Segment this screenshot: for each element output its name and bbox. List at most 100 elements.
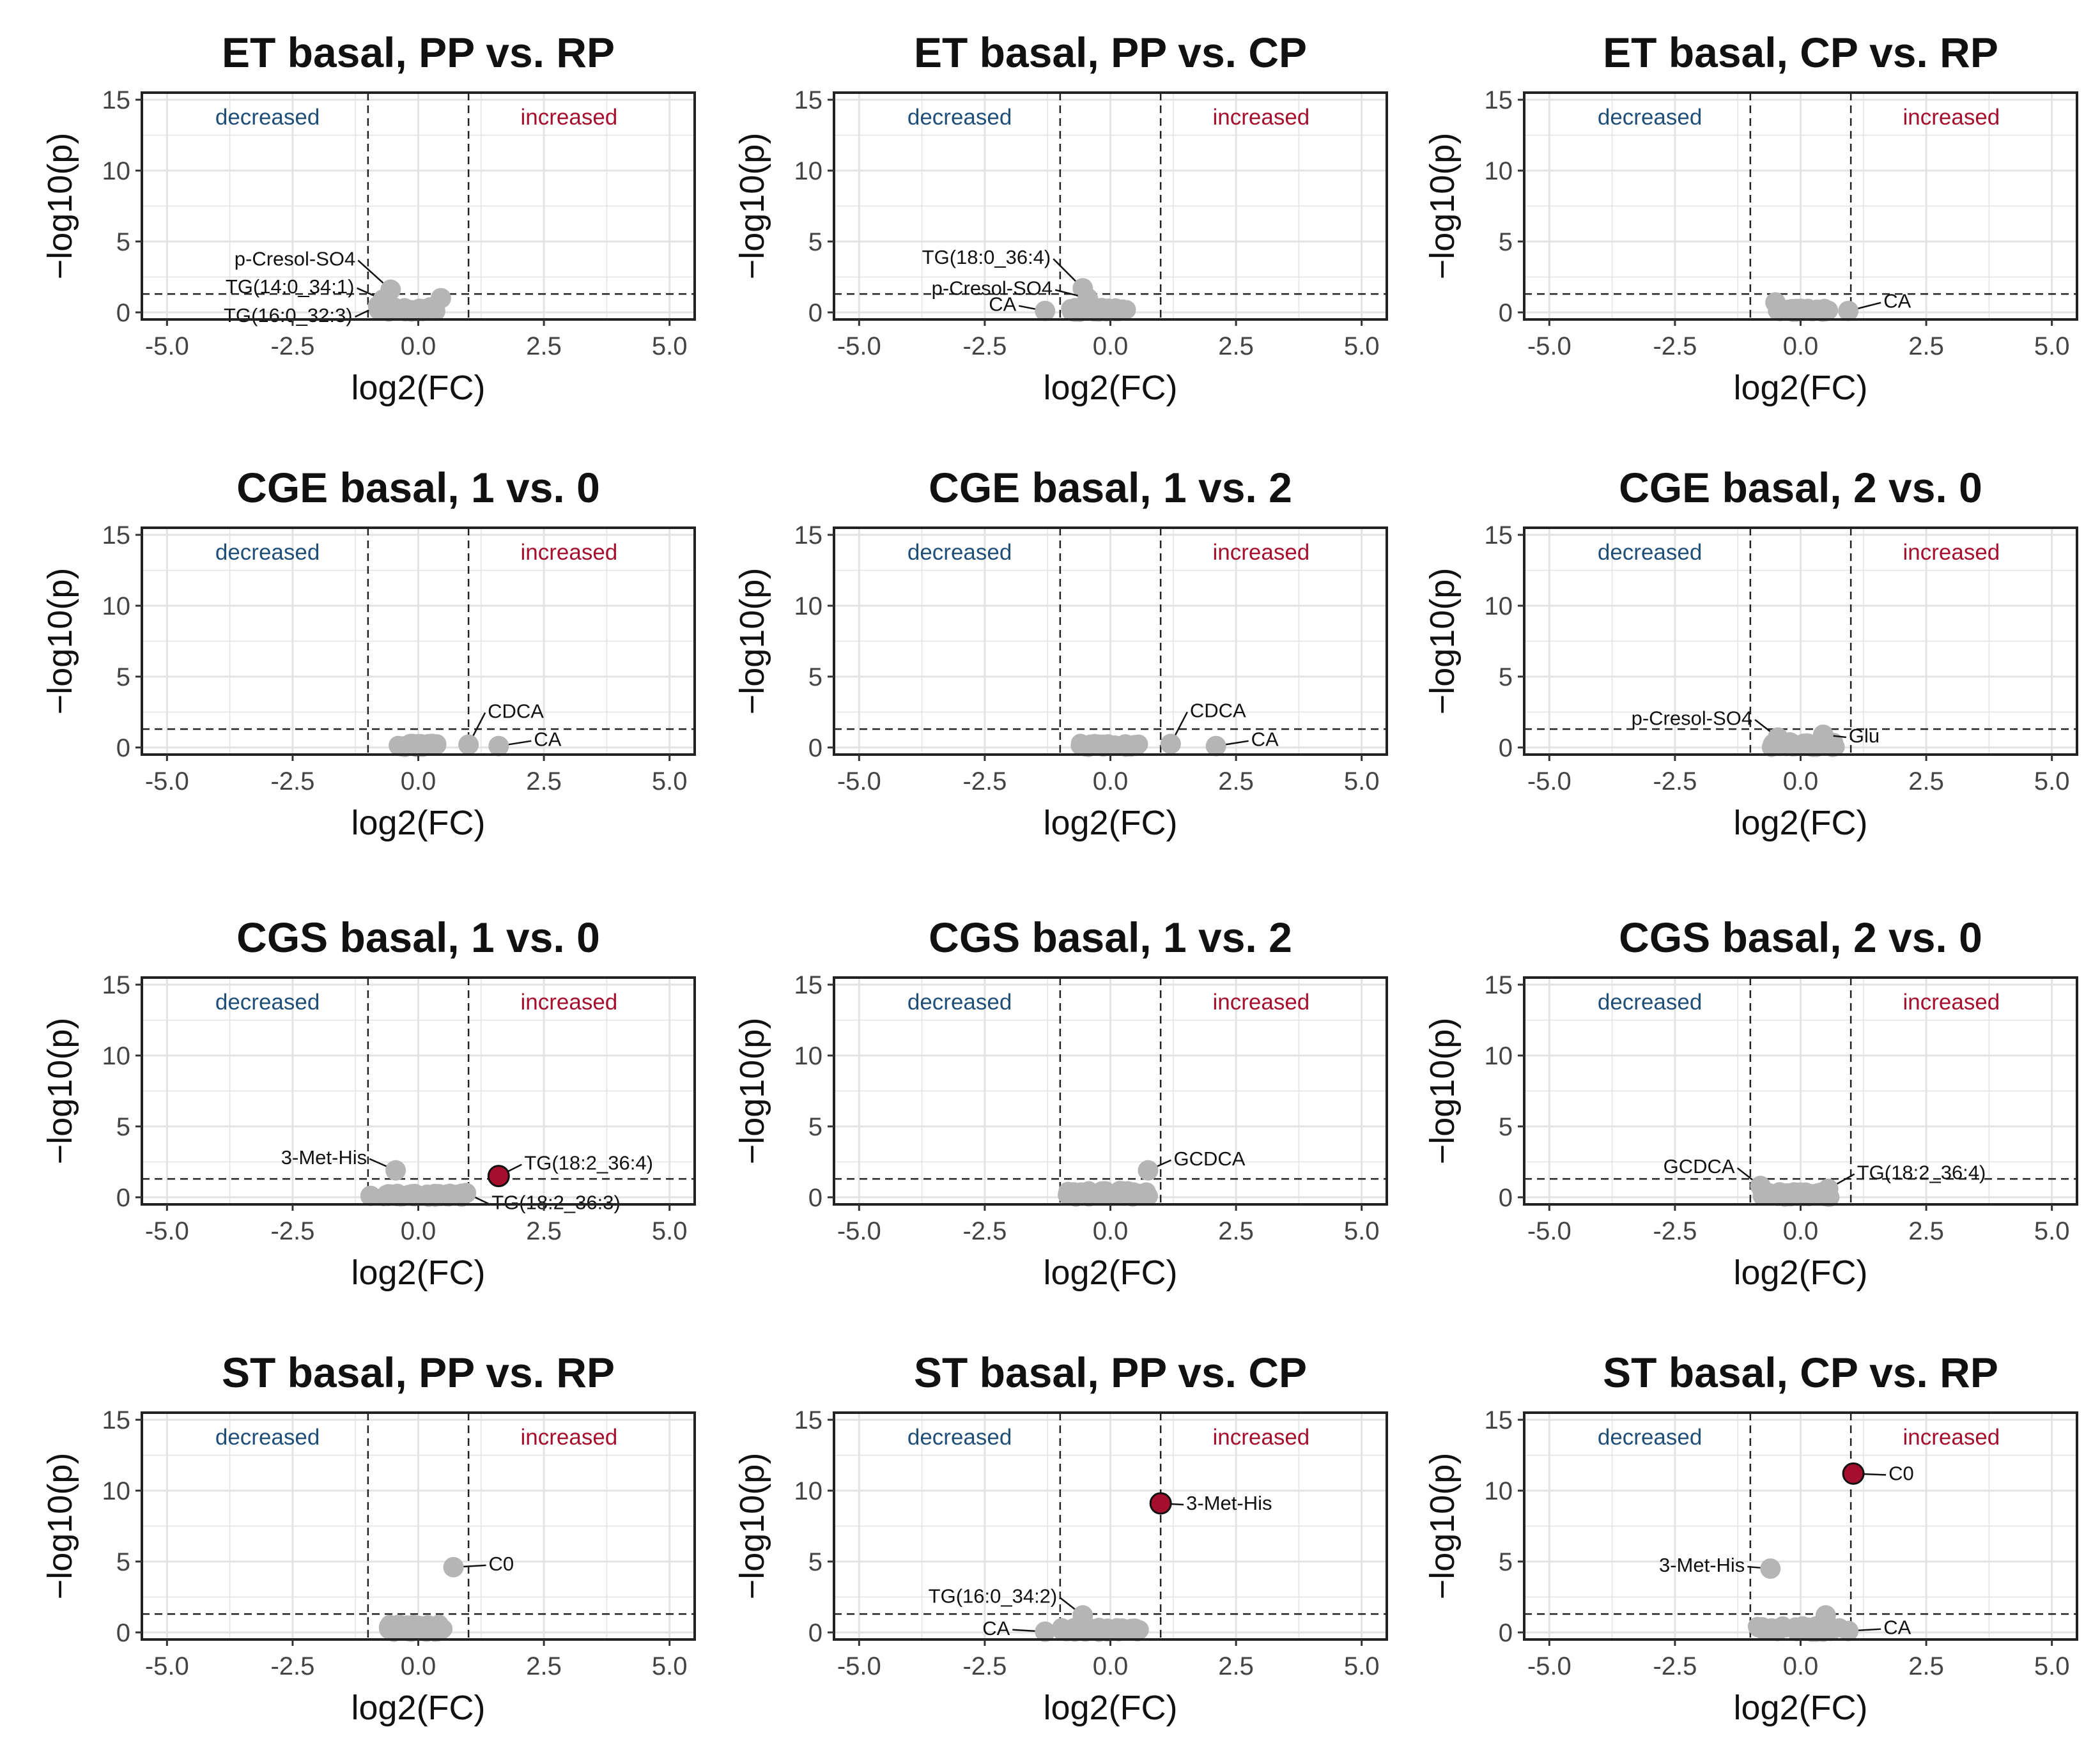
y-tick-label: 10 xyxy=(1485,592,1513,620)
x-tick-label: 2.5 xyxy=(1908,1652,1944,1680)
x-axis-title: log2(FC) xyxy=(351,1254,485,1292)
data-point xyxy=(430,288,451,309)
x-tick-label: 5.0 xyxy=(2034,332,2070,360)
cluster-point xyxy=(423,1618,443,1638)
y-axis-title: −log10(p) xyxy=(733,1018,771,1165)
y-tick-label: 5 xyxy=(808,1548,822,1576)
y-tick-label: 15 xyxy=(102,86,131,114)
decreased-label: decreased xyxy=(215,990,320,1015)
data-point xyxy=(1818,1178,1839,1199)
point-label: C0 xyxy=(489,1553,514,1575)
x-tick-label: 2.5 xyxy=(526,767,562,795)
x-tick-label: -2.5 xyxy=(1653,1652,1697,1680)
y-tick-label: 15 xyxy=(102,1406,131,1434)
volcano-panel: ET basal, PP vs. RP decreased increased p-C… xyxy=(41,29,696,407)
increased-label: increased xyxy=(1903,1425,2000,1450)
x-tick-label: 0.0 xyxy=(1093,1217,1129,1245)
point-label: CA xyxy=(982,1617,1010,1639)
data-point xyxy=(1072,1605,1093,1626)
data-point xyxy=(1035,1621,1056,1642)
decreased-label: decreased xyxy=(907,990,1012,1015)
x-tick-label: 5.0 xyxy=(1344,332,1380,360)
x-tick-label: 5.0 xyxy=(1344,767,1380,795)
point-label: p-Cresol-SO4 xyxy=(235,247,356,270)
x-tick-label: 2.5 xyxy=(526,1217,562,1245)
y-tick-label: 0 xyxy=(1499,1184,1513,1212)
x-tick-label: -2.5 xyxy=(962,1217,1007,1245)
point-label: GCDCA xyxy=(1664,1155,1735,1178)
x-axis-title: log2(FC) xyxy=(1733,1689,1867,1727)
cluster-point xyxy=(1762,1620,1782,1640)
data-point xyxy=(456,1183,477,1204)
x-tick-label: -2.5 xyxy=(270,1652,314,1680)
data-point xyxy=(1815,1605,1836,1626)
increased-label: increased xyxy=(1903,990,2000,1015)
volcano-panel: CGS basal, 1 vs. 0 decreased increased 3-Me… xyxy=(41,914,696,1292)
y-tick-label: 0 xyxy=(808,1619,822,1647)
decreased-label: decreased xyxy=(215,105,320,130)
x-axis-title: log2(FC) xyxy=(1043,804,1177,842)
decreased-label: decreased xyxy=(215,540,320,565)
data-point xyxy=(1077,288,1099,309)
y-tick-label: 10 xyxy=(1485,157,1513,185)
y-axis-title: −log10(p) xyxy=(1423,568,1462,715)
x-tick-label: -2.5 xyxy=(270,332,314,360)
volcano-panel: ST basal, CP vs. RP decreased increased C0 3… xyxy=(1423,1349,2078,1727)
cluster-point xyxy=(1116,300,1136,319)
point-label: TG(16:0_32:3) xyxy=(224,304,353,326)
point-label: p-Cresol-SO4 xyxy=(1632,707,1753,729)
x-tick-label: -5.0 xyxy=(837,332,881,360)
significant-point xyxy=(487,1165,510,1188)
y-tick-label: 15 xyxy=(1485,1406,1513,1434)
point-label: CA xyxy=(1251,728,1279,751)
x-axis-title: log2(FC) xyxy=(1733,1254,1867,1292)
x-tick-label: -5.0 xyxy=(1527,1217,1571,1245)
x-tick-label: -2.5 xyxy=(962,1652,1007,1680)
x-tick-label: 0.0 xyxy=(1093,332,1129,360)
cluster-point xyxy=(1767,1185,1787,1204)
cluster-point xyxy=(439,1187,459,1207)
x-tick-label: 0.0 xyxy=(401,767,436,795)
decreased-label: decreased xyxy=(907,1425,1012,1450)
point-label: 3-Met-His xyxy=(1186,1492,1272,1514)
x-tick-label: 2.5 xyxy=(1218,1652,1254,1680)
panel-title: CGE basal, 1 vs. 0 xyxy=(236,464,600,511)
y-tick-label: 15 xyxy=(794,86,823,114)
y-tick-label: 5 xyxy=(1499,1113,1513,1141)
data-point xyxy=(443,1556,464,1578)
x-tick-label: 0.0 xyxy=(1093,767,1129,795)
y-tick-label: 15 xyxy=(1485,971,1513,999)
panel-title: ET basal, PP vs. RP xyxy=(222,29,615,76)
x-axis-title: log2(FC) xyxy=(1733,369,1867,407)
x-tick-label: 0.0 xyxy=(1783,332,1819,360)
y-tick-label: 0 xyxy=(808,1184,822,1212)
panel-title: ST basal, CP vs. RP xyxy=(1603,1349,1998,1396)
point-label: p-Cresol-SO4 xyxy=(932,277,1053,300)
data-point xyxy=(1205,735,1226,756)
data-point xyxy=(367,295,389,316)
data-point xyxy=(458,734,479,755)
panel-title: CGS basal, 1 vs. 2 xyxy=(929,914,1292,961)
cluster-point xyxy=(392,736,412,756)
point-label: C0 xyxy=(1888,1462,1914,1484)
point-label: GCDCA xyxy=(1173,1148,1245,1170)
volcano-panel: CGE basal, 2 vs. 0 decreased increased p-Cr… xyxy=(1423,464,2078,842)
increased-label: increased xyxy=(1213,990,1310,1015)
volcano-panel: CGS basal, 2 vs. 0 decreased increased GCDC… xyxy=(1423,914,2078,1292)
y-axis-title: −log10(p) xyxy=(1423,1018,1462,1165)
y-tick-label: 15 xyxy=(102,971,131,999)
x-tick-label: 0.0 xyxy=(1783,767,1819,795)
point-label: TG(14:0_34:1) xyxy=(226,275,355,298)
point-label: 3-Met-His xyxy=(281,1146,367,1169)
cluster-point xyxy=(1809,300,1829,319)
cluster-point xyxy=(1106,1618,1126,1638)
decreased-label: decreased xyxy=(907,540,1012,565)
x-tick-label: 2.5 xyxy=(1218,767,1254,795)
cluster-point xyxy=(1791,1182,1810,1202)
point-label: 3-Met-His xyxy=(1659,1554,1745,1576)
panel-title: CGS basal, 1 vs. 0 xyxy=(236,914,600,961)
y-tick-label: 0 xyxy=(1499,299,1513,327)
y-tick-label: 0 xyxy=(116,299,130,327)
y-axis-title: −log10(p) xyxy=(41,133,79,280)
decreased-label: decreased xyxy=(1598,105,1702,130)
